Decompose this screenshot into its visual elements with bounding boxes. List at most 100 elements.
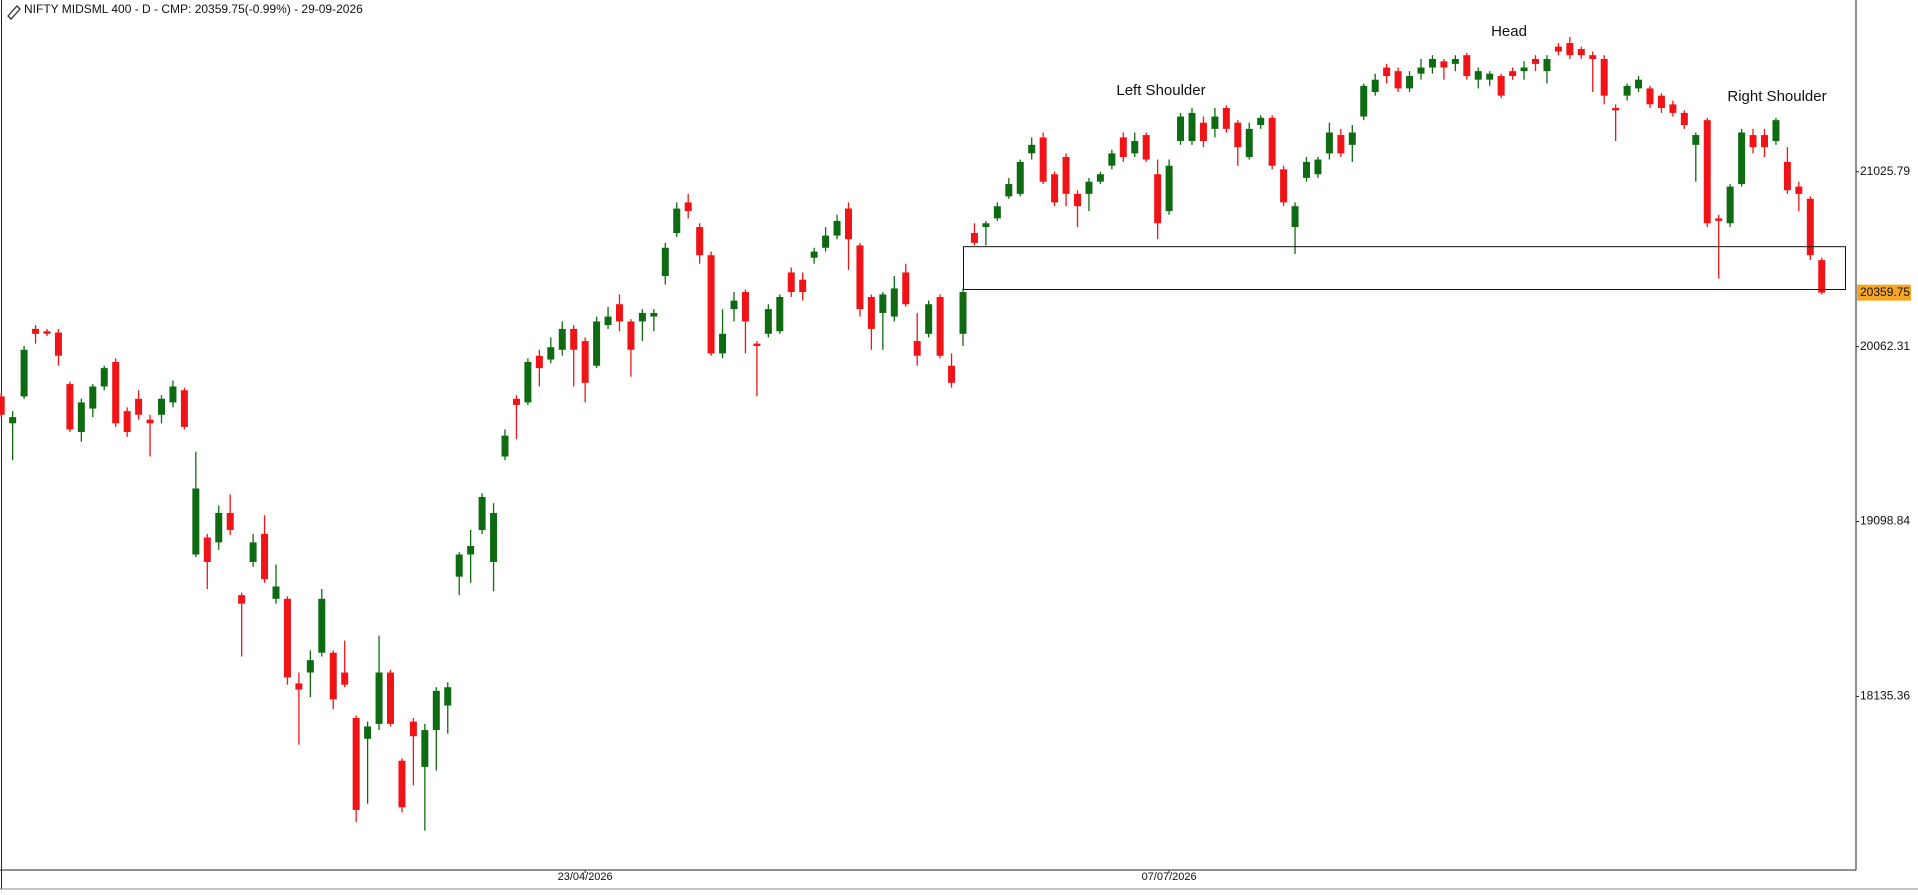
- candle-body: [89, 386, 97, 409]
- candle-body: [1543, 58, 1551, 72]
- candle-body: [375, 672, 383, 724]
- candle-body: [0, 396, 5, 415]
- candle-body: [432, 690, 440, 731]
- candle-body: [467, 545, 475, 555]
- x-tick-label: 23/04/2026: [558, 871, 613, 883]
- candle-body: [1062, 157, 1070, 194]
- candle-body: [799, 279, 807, 293]
- candle-body: [856, 245, 864, 310]
- pencil-icon: [7, 5, 21, 20]
- candle-body: [272, 586, 280, 599]
- candle-body: [100, 368, 108, 387]
- candle-body: [1051, 174, 1059, 203]
- candle-body: [1371, 79, 1379, 93]
- candle-body: [169, 386, 177, 403]
- candle-body: [146, 419, 154, 424]
- candle-body: [1761, 135, 1768, 148]
- candle-body: [54, 332, 62, 356]
- candle-body: [1795, 186, 1803, 194]
- candle-body: [1394, 71, 1402, 89]
- candle-body: [444, 687, 452, 706]
- candle-body: [123, 411, 131, 433]
- candle-body: [970, 233, 978, 243]
- candle-body: [1554, 46, 1562, 52]
- candle-body: [673, 208, 681, 234]
- candle-body: [318, 598, 326, 653]
- candle-body: [32, 328, 40, 334]
- candle-body: [982, 223, 990, 228]
- candle-body: [524, 361, 532, 403]
- candle-body: [993, 206, 1001, 219]
- candle-body: [512, 398, 520, 405]
- candle-body: [764, 309, 772, 334]
- candle-body: [1085, 181, 1093, 194]
- candle-body: [1692, 135, 1700, 145]
- candle-body: [867, 296, 875, 329]
- candle-body: [1589, 55, 1597, 59]
- annotation: Left Shoulder: [1116, 82, 1205, 99]
- candle-body: [822, 235, 830, 248]
- candle-body: [1772, 120, 1780, 142]
- candle-body: [238, 595, 246, 604]
- candle-body: [66, 384, 74, 430]
- candle-body: [1726, 186, 1734, 224]
- candle-body: [1222, 108, 1230, 129]
- candle-body: [627, 321, 635, 350]
- candle-body: [753, 343, 761, 346]
- candle-body: [1348, 132, 1356, 145]
- candle-body: [364, 726, 372, 739]
- candle-body: [1005, 184, 1013, 197]
- candle-body: [77, 402, 85, 433]
- candle-body: [1360, 85, 1368, 117]
- candle-body: [249, 542, 257, 562]
- candle-body: [1738, 132, 1746, 185]
- candle-body: [1509, 71, 1517, 77]
- candle-body: [1303, 161, 1310, 178]
- candle-body: [192, 488, 200, 555]
- candle-body: [1612, 108, 1620, 111]
- candle-body: [1417, 67, 1425, 74]
- candle-body: [261, 533, 269, 580]
- candle-body: [1039, 137, 1047, 182]
- candle-body: [1474, 71, 1482, 80]
- candle-body: [650, 312, 658, 317]
- candle-body: [352, 717, 360, 810]
- candle-body: [1715, 218, 1723, 221]
- candle-body: [1635, 79, 1643, 89]
- candle-body: [180, 390, 188, 427]
- candle-body: [1177, 116, 1185, 142]
- candle-body: [1703, 120, 1711, 224]
- candle-body: [1268, 117, 1276, 166]
- cmp-label: 20359.75: [1860, 285, 1910, 299]
- candle-body: [1623, 85, 1631, 96]
- candle-body: [1325, 132, 1333, 154]
- candle-body: [1520, 67, 1528, 72]
- candle-body: [1016, 161, 1024, 194]
- candle-body: [20, 349, 28, 397]
- candle-body: [1406, 76, 1414, 89]
- candle-body: [1154, 174, 1162, 224]
- candle-body: [1234, 122, 1242, 148]
- y-tick-label: 19098.84: [1860, 514, 1910, 528]
- candle-body: [341, 672, 349, 685]
- candle-body: [1669, 104, 1677, 113]
- candle-body: [638, 312, 646, 322]
- y-tick-label: 21025.79: [1860, 164, 1910, 178]
- annotation: Right Shoulder: [1727, 88, 1826, 105]
- candle-body: [1188, 112, 1196, 142]
- candle-body: [696, 227, 704, 256]
- candle-body: [845, 208, 852, 240]
- candle-body: [902, 272, 910, 305]
- candle-body: [1257, 117, 1265, 126]
- candle-body: [913, 341, 921, 356]
- candle-body: [1280, 169, 1288, 203]
- candle-body: [1532, 58, 1539, 64]
- candle-body: [1440, 61, 1448, 68]
- y-tick-label: 18135.36: [1860, 689, 1910, 703]
- candle-body: [707, 255, 715, 354]
- candle-body: [925, 304, 933, 334]
- candle-body: [1314, 159, 1322, 175]
- candle-body: [158, 398, 165, 415]
